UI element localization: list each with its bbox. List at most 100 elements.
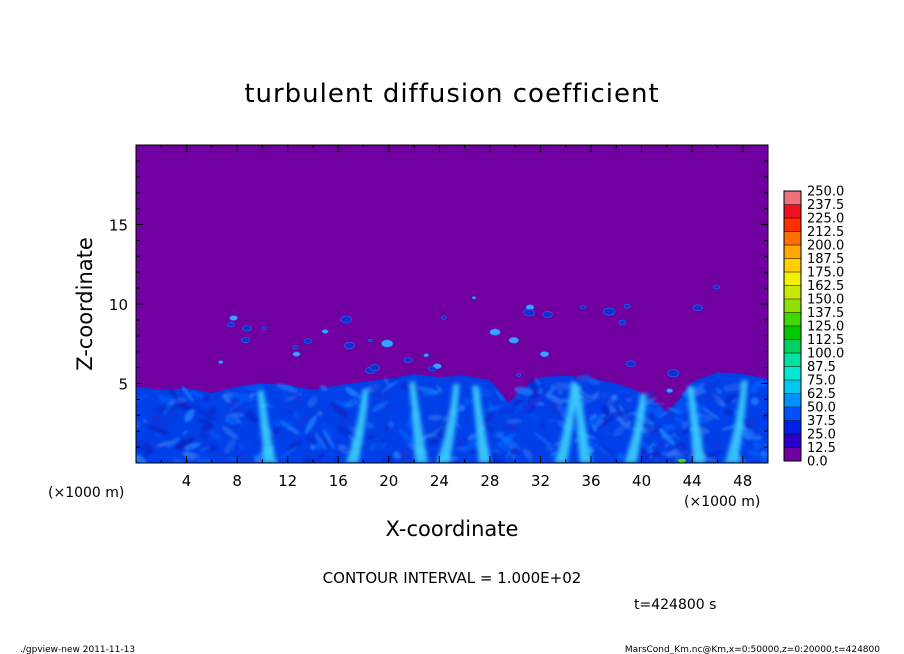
texture-streak: [248, 392, 256, 399]
texture-streak: [504, 423, 518, 432]
texture-streak: [416, 386, 440, 395]
texture-streak: [661, 432, 668, 439]
texture-streak: [584, 378, 597, 393]
chart-title: turbulent diffusion coefficient: [244, 79, 659, 109]
turbulent-blob: [625, 360, 636, 367]
colorbar-swatch: [784, 407, 801, 421]
texture-streak: [166, 437, 180, 448]
texture-streak: [319, 406, 337, 417]
texture-streak: [510, 447, 520, 455]
texture-streak: [528, 414, 541, 419]
texture-streak: [704, 449, 724, 459]
colorbar-swatch: [784, 231, 801, 246]
colorbar-label: 250.0: [807, 185, 844, 200]
texture-streak: [463, 414, 471, 422]
y-axis: 5 10 15: [109, 160, 768, 448]
texture-streak: [192, 405, 210, 417]
x-units-right: (×1000 m): [684, 494, 760, 510]
texture-streak: [762, 457, 768, 463]
texture-streak: [682, 426, 691, 435]
texture-streak: [515, 394, 531, 413]
texture-streak: [481, 412, 495, 425]
contour-interval: CONTOUR INTERVAL = 1.000E+02: [323, 569, 582, 587]
colorbar-swatch: [784, 447, 801, 462]
x-tick-label: 4: [182, 472, 192, 490]
x-units-left: (×1000 m): [48, 485, 124, 501]
colorbar-label: 112.5: [807, 333, 844, 348]
texture-streak: [641, 456, 651, 460]
texture-streak: [488, 402, 494, 409]
colorbar-label: 137.5: [807, 306, 844, 321]
turbulent-blobs: [218, 284, 720, 463]
turbulent-blob: [603, 307, 616, 316]
texture-streak: [657, 438, 665, 444]
colorbar-label: 62.5: [807, 387, 836, 402]
texture-streak: [524, 452, 534, 463]
turbulent-blob: [471, 296, 477, 300]
texture-streak: [527, 378, 539, 395]
texture-streak: [182, 430, 189, 435]
texture-streak: [310, 444, 316, 451]
turbulent-blob: [440, 315, 447, 320]
texture-streak: [282, 404, 304, 410]
texture-streak: [528, 393, 540, 400]
texture-streak: [215, 452, 228, 457]
turbulent-blob: [623, 303, 631, 309]
texture-streak: [494, 389, 505, 402]
texture-streak: [287, 440, 302, 451]
texture-streak: [550, 452, 558, 457]
texture-streak: [136, 439, 146, 454]
high-value-spot: [678, 458, 686, 463]
texture-streak: [189, 390, 205, 399]
colorbar-swatch: [784, 191, 801, 205]
texture-streak: [368, 442, 387, 451]
texture-streak: [436, 385, 443, 393]
texture-streak: [161, 413, 176, 427]
texture-streak: [657, 410, 668, 419]
texture-streak: [725, 393, 741, 401]
texture-streak: [585, 430, 606, 439]
texture-streak: [674, 397, 686, 411]
texture-streak: [611, 394, 617, 401]
footer-right: MarsCond_Km.nc@Km,x=0:50000,z=0:20000,t=…: [625, 645, 880, 654]
turbulent-blob: [712, 284, 720, 290]
texture-streak: [147, 425, 169, 435]
texture-streak: [449, 373, 464, 388]
texture-streak: [601, 411, 620, 420]
texture-streak: [370, 384, 380, 392]
texture-streak: [621, 415, 631, 423]
texture-streak: [750, 385, 759, 394]
turbulent-blob: [242, 325, 252, 332]
texture-streak: [152, 414, 162, 422]
texture-streak: [322, 421, 333, 437]
texture-streak: [390, 420, 395, 428]
colorbar-label: 75.0: [807, 374, 836, 389]
texture-streak: [238, 443, 245, 450]
x-tick-label: 20: [379, 472, 398, 490]
colorbar-label: 50.0: [807, 401, 836, 416]
texture-streak: [534, 377, 541, 387]
texture-streak: [390, 377, 401, 381]
texture-streak: [590, 442, 611, 456]
texture-streak: [552, 441, 562, 447]
texture-streak: [577, 375, 601, 385]
colorbar-label: 162.5: [807, 279, 844, 294]
colorbar-label: 100.0: [807, 347, 844, 362]
texture-streak: [658, 424, 677, 431]
texture-streak: [303, 457, 322, 463]
plot-area: [136, 145, 768, 463]
texture-streak: [245, 412, 259, 423]
texture-streak: [338, 419, 355, 423]
colorbar: 0.012.525.037.550.062.575.087.5100.0112.…: [783, 185, 844, 470]
texture-streak: [154, 404, 178, 414]
texture-streak: [231, 412, 243, 425]
updraft-plume: [554, 382, 578, 463]
texture-streak: [493, 431, 505, 439]
texture-streak: [603, 456, 608, 461]
texture-streak: [304, 415, 317, 434]
texture-streak: [196, 419, 211, 425]
colorbar-swatch: [784, 258, 801, 273]
x-tick-label: 8: [232, 472, 242, 490]
texture-streak: [383, 377, 391, 388]
texture-streak: [157, 450, 162, 456]
